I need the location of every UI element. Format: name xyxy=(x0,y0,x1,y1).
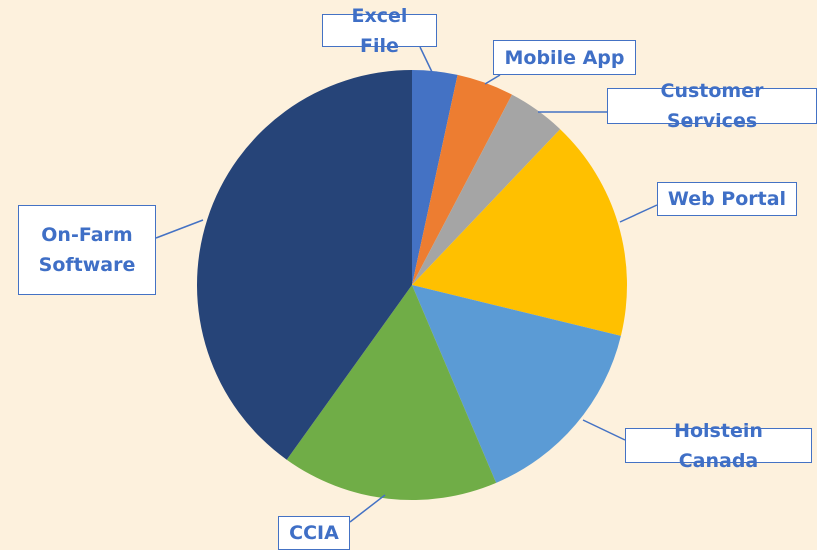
pie-slice xyxy=(286,285,497,500)
slice-label: Mobile App xyxy=(493,40,636,75)
slice-label: Excel File xyxy=(322,5,437,57)
leader-line xyxy=(619,204,658,223)
leader-line xyxy=(484,74,501,85)
slice-label: Web Portal xyxy=(657,182,797,216)
pie-slice xyxy=(412,94,561,286)
slice-label: Holstein Canada xyxy=(625,420,812,472)
pie-slice xyxy=(412,74,513,285)
slice-label: On-Farm Software xyxy=(18,205,156,295)
leader-line xyxy=(582,419,626,441)
leader-line xyxy=(349,494,386,523)
slice-label: CCIA xyxy=(278,516,350,550)
pie-slice xyxy=(412,70,458,285)
leader-line xyxy=(155,219,204,239)
pie-slice xyxy=(412,129,627,336)
leader-line xyxy=(419,46,433,73)
pie-slice xyxy=(412,285,621,483)
slice-label: Customer Services xyxy=(607,80,817,132)
pie-slice xyxy=(196,69,412,460)
